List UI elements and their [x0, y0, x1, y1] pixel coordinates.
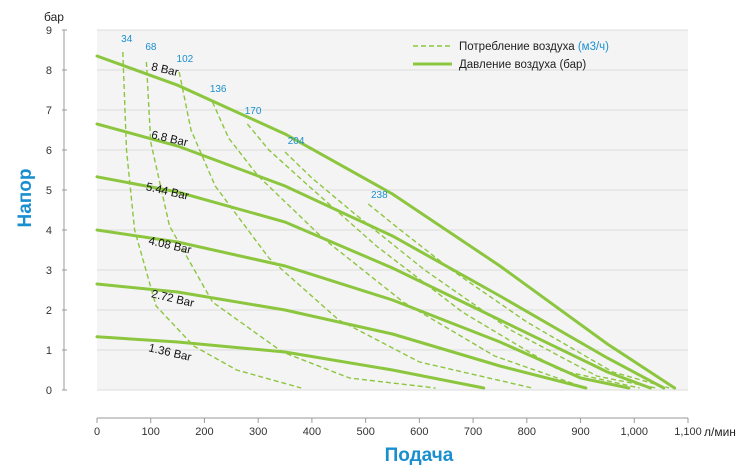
pressure-line-6.8-Bar: [95, 122, 666, 390]
pressure-line-2.72-Bar: [95, 282, 588, 390]
air-consumption-label-68: 68: [145, 42, 157, 53]
legend-air-consumption-unit: (м3/ч): [578, 41, 609, 53]
y-tick-label: 5: [46, 185, 52, 197]
air-consumption-line-170: [246, 123, 640, 389]
y-tick-label: 9: [46, 25, 52, 37]
y-tick-label: 3: [46, 265, 52, 277]
pressure-line-4.08-Bar: [95, 228, 631, 390]
legend-air-consumption-label: Потребление воздуха (м3/ч): [459, 41, 609, 53]
air-consumption-line-68: [145, 61, 436, 389]
x-tick-label: 800: [518, 426, 536, 438]
series-group: [95, 51, 677, 390]
x-unit-label: л/мин: [704, 425, 736, 439]
air-consumption-label-170: 170: [245, 106, 262, 117]
y-tick-label: 4: [46, 225, 52, 237]
y-tick-label: 7: [46, 105, 52, 117]
x-tick-label: 600: [410, 426, 428, 438]
air-consumption-line-34: [122, 51, 302, 389]
air-consumption-label-102: 102: [177, 54, 194, 65]
x-axis: 0 100 200 300 400 500 600 700 800 900 1,000 1,100: [94, 417, 702, 438]
pressure-line-1.36-Bar: [95, 335, 486, 390]
x-tick-label: 700: [464, 426, 482, 438]
y-tick-label: 8: [46, 65, 52, 77]
x-tick-label: 0: [94, 426, 100, 438]
legend-air-pressure-label: Давление воздуха (бар): [459, 59, 586, 71]
y-axis-title: Напор: [15, 169, 36, 228]
y-tick-label: 1: [46, 345, 52, 357]
pressure-line-8-Bar: [95, 54, 677, 390]
x-axis-title: Подача: [385, 445, 454, 466]
y-tick-label: 2: [46, 305, 52, 317]
x-tick-label: 900: [571, 426, 589, 438]
air-consumption-label-136: 136: [210, 84, 227, 95]
grid: [97, 29, 688, 391]
x-tick-label: 1,100: [674, 426, 702, 438]
air-consumption-label-204: 204: [288, 136, 305, 147]
legend: Потребление воздуха (м3/ч) Давление возд…: [413, 41, 609, 71]
legend-air-consumption-text: Потребление воздуха: [459, 41, 578, 53]
y-unit-label: бар: [44, 10, 64, 24]
air-consumption-label-238: 238: [371, 190, 388, 201]
air-consumption-line-204: [284, 151, 656, 389]
x-tick-label: 500: [356, 426, 374, 438]
air-consumption-label-34: 34: [121, 34, 133, 45]
x-tick-label: 100: [142, 426, 160, 438]
air-consumption-line-238: [367, 203, 670, 389]
air-consumption-line-102: [178, 71, 533, 389]
x-tick-label: 400: [303, 426, 321, 438]
x-tick-label: 300: [249, 426, 267, 438]
plot-area: [97, 30, 688, 390]
y-axis: 0 1 2 3 4 5 6 7 8 9: [46, 25, 67, 397]
pressure-line-5.44-Bar: [95, 175, 652, 390]
y-tick-label: 6: [46, 145, 52, 157]
y-tick-label: 0: [46, 385, 52, 397]
x-tick-label: 200: [195, 426, 213, 438]
x-tick-label: 1,000: [621, 426, 649, 438]
